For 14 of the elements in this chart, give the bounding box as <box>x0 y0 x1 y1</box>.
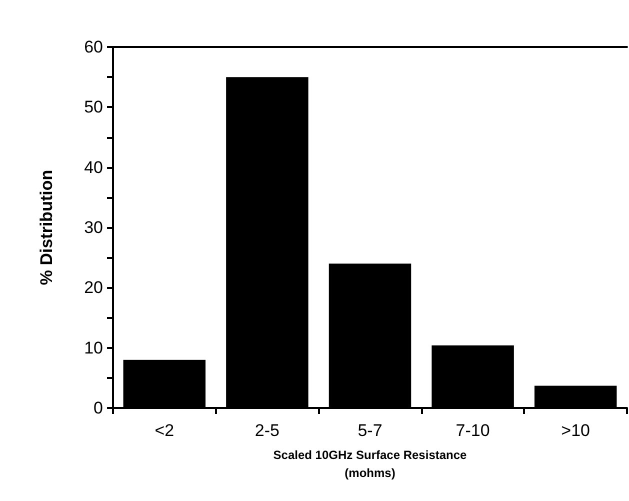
x-tick-label: 5-7 <box>358 421 382 440</box>
y-tick-label: 40 <box>84 158 103 177</box>
y-tick-label: 50 <box>84 98 103 117</box>
x-tick-label: 7-10 <box>456 421 490 440</box>
x-tick-label: 2-5 <box>254 421 280 440</box>
y-tick-label: 60 <box>84 38 103 56</box>
y-tick-label: 0 <box>94 398 103 418</box>
x-axis-title: Scaled 10GHz Surface Resistance (mohms) <box>273 448 468 480</box>
y-tick-label: 20 <box>84 278 103 298</box>
x-tick-label: >10 <box>561 421 590 440</box>
y-tick-label: 10 <box>84 338 103 358</box>
y-axis-title: % Distribution <box>37 170 56 286</box>
y-tick-label: 30 <box>84 218 103 237</box>
x-tick-label: <2 <box>154 421 174 440</box>
